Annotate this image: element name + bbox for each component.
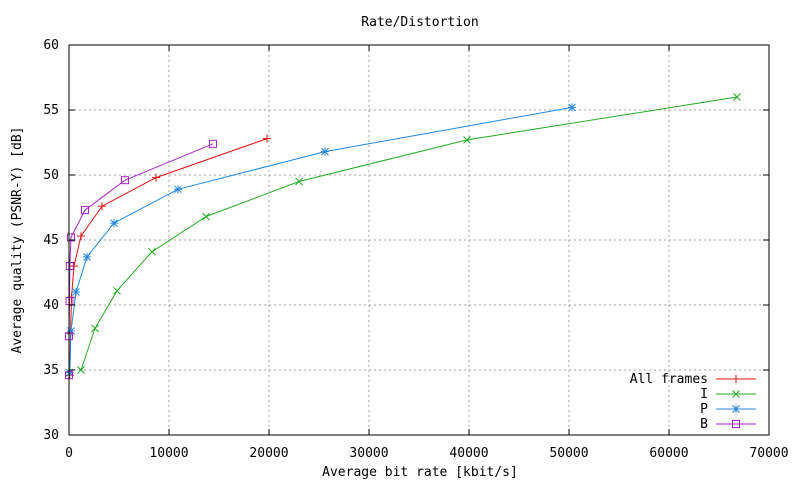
- data-point: [568, 103, 576, 112]
- data-point: [72, 288, 80, 296]
- legend-entry: I: [700, 387, 756, 402]
- data-point: [65, 262, 74, 270]
- y-axis-label: Average quality (PSNR-Y) [dB]: [10, 127, 25, 354]
- y-tick-label: 55: [43, 103, 59, 118]
- data-point: [81, 206, 89, 215]
- series-1: [65, 134, 271, 380]
- y-tick-label: 50: [43, 168, 59, 183]
- data-point: [83, 252, 91, 261]
- x-tick-label: 50000: [549, 446, 588, 461]
- legend-marker: [732, 405, 740, 413]
- legend-entry: All frames: [630, 372, 756, 387]
- x-tick-label: 0: [65, 446, 73, 461]
- legend-marker: [732, 375, 740, 383]
- axis-ticks: 0 10000 20000 30000 40000 50000 60000 70000 30 35…: [43, 38, 788, 461]
- data-point: [113, 286, 121, 295]
- data-point: [91, 324, 99, 333]
- data-point: [202, 212, 210, 221]
- legend-label: All frames: [630, 372, 708, 387]
- data-point: [174, 185, 182, 194]
- y-tick-label: 35: [43, 363, 59, 378]
- x-tick-label: 20000: [249, 446, 288, 461]
- y-tick-label: 45: [43, 233, 59, 248]
- data-point: [77, 366, 85, 374]
- legend-label: I: [700, 387, 708, 402]
- series-line: [69, 106, 573, 373]
- legend-marker: [732, 390, 740, 398]
- legend-label: P: [700, 402, 708, 417]
- x-tick-label: 70000: [749, 446, 788, 461]
- series-group: [65, 93, 741, 380]
- data-point: [209, 139, 217, 148]
- series-line: [80, 96, 738, 371]
- legend-entry: P: [700, 402, 756, 417]
- data-point: [463, 136, 471, 144]
- data-point: [321, 147, 329, 156]
- data-point: [263, 134, 271, 143]
- series-2: [77, 93, 741, 374]
- data-point: [148, 247, 156, 256]
- x-axis-label: Average bit rate [kbit/s]: [322, 465, 518, 480]
- legend-label: B: [700, 417, 708, 432]
- y-tick-label: 40: [43, 298, 59, 313]
- y-tick-label: 30: [43, 428, 59, 443]
- data-point: [152, 173, 160, 182]
- data-point: [98, 202, 106, 211]
- data-point: [110, 219, 118, 228]
- data-point: [121, 176, 129, 185]
- data-point: [77, 232, 85, 241]
- y-tick-label: 60: [43, 38, 59, 53]
- x-tick-label: 60000: [649, 446, 688, 461]
- legend-entry: B: [700, 417, 756, 432]
- data-point: [70, 262, 78, 270]
- data-point: [67, 233, 75, 242]
- data-point: [67, 327, 75, 335]
- x-tick-label: 30000: [349, 446, 388, 461]
- grid: [69, 45, 769, 435]
- data-point: [733, 93, 741, 101]
- chart-title: Rate/Distortion: [361, 15, 478, 30]
- data-point: [295, 177, 303, 186]
- legend-marker: [732, 420, 740, 428]
- x-tick-label: 10000: [149, 446, 188, 461]
- x-tick-label: 40000: [449, 446, 488, 461]
- series-4: [65, 139, 217, 380]
